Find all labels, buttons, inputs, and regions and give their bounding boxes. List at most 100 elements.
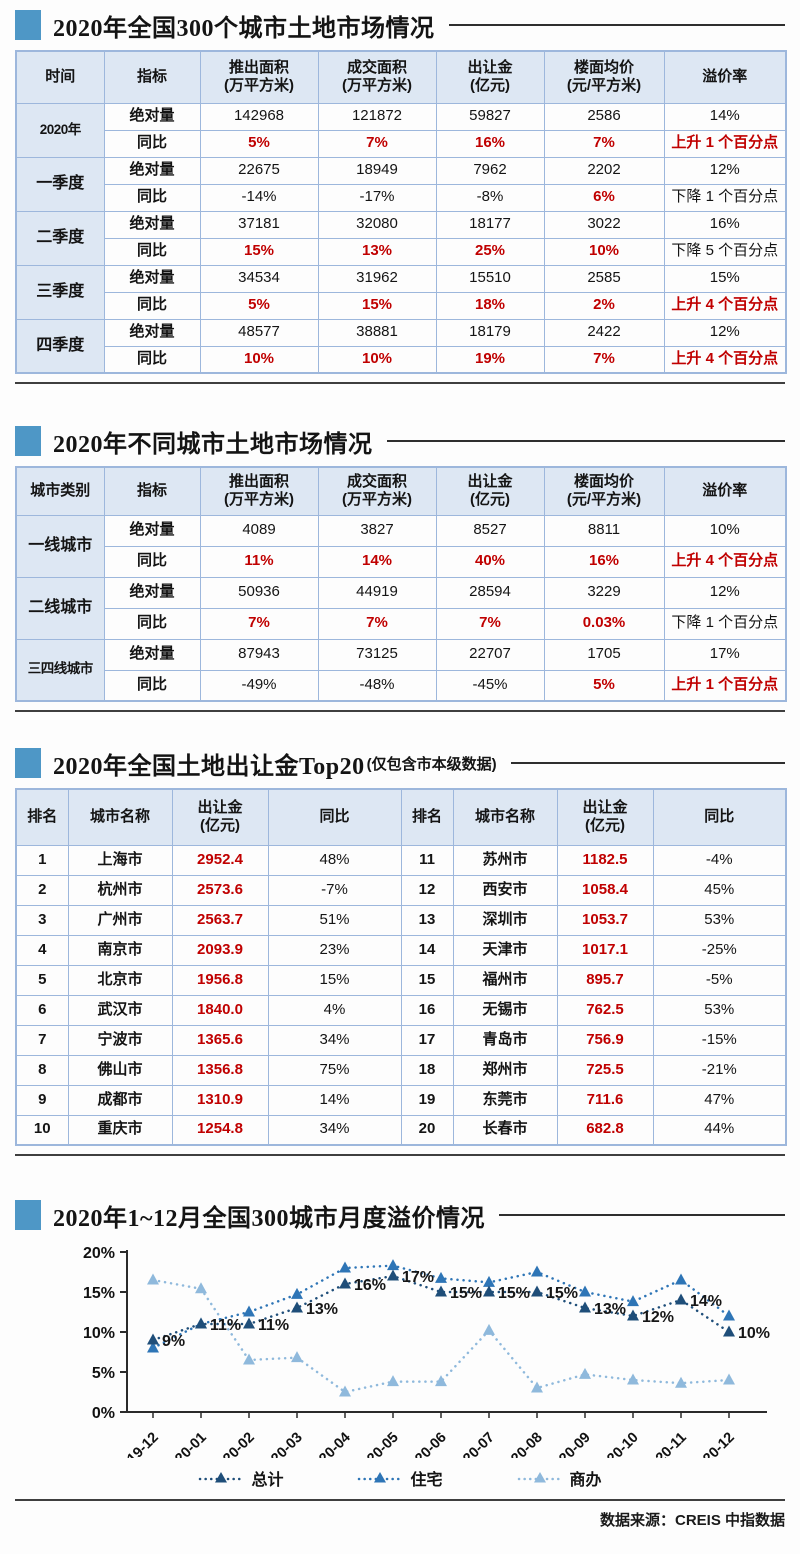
value-cell: 7962 — [435, 156, 545, 185]
yoy-cell: 0.03% — [543, 607, 665, 640]
title-rule — [510, 762, 785, 764]
yoy-cell: 34% — [267, 1114, 402, 1146]
rank-cell: 17 — [400, 1024, 454, 1056]
legend-triangle — [533, 1472, 546, 1483]
rank-cell: 5 — [15, 964, 69, 996]
city-name-cell: 天津市 — [452, 934, 558, 966]
land-fee-cell: 1956.8 — [171, 964, 269, 996]
legend-item: 总计 — [198, 1466, 283, 1490]
city-name-cell: 苏州市 — [452, 844, 558, 876]
table-row: 8 佛山市 1356.8 75% 18 郑州市 725.5 -21% — [15, 1054, 787, 1086]
yoy-cell: 10% — [199, 345, 319, 374]
data-point-marker — [435, 1271, 447, 1283]
table-row: 同比 5% 7% 16% 7% 上升 1 个百分点 — [16, 129, 787, 158]
value-cell: 2202 — [543, 156, 665, 185]
data-point-label: 11% — [258, 1317, 289, 1334]
value-cell: 2586 — [543, 102, 665, 131]
row-label: 绝对量 — [103, 576, 201, 609]
x-tick-label: 20-08 — [508, 1430, 546, 1458]
city-name-cell: 福州市 — [452, 964, 558, 996]
value-cell: 37181 — [199, 210, 319, 239]
section-chart-header: 2020年1~12月全国300城市月度溢价情况 — [15, 1198, 785, 1232]
table-row: 二线城市 绝对量 50936 44919 28594 3229 12% — [15, 576, 787, 640]
x-tick-label: 20-10 — [604, 1430, 642, 1458]
data-point-label: 12% — [642, 1309, 674, 1326]
yoy-cell: 上升 4 个百分点 — [663, 545, 787, 578]
data-point-marker — [483, 1285, 495, 1297]
city-name-cell: 成都市 — [67, 1084, 173, 1116]
yoy-cell: 16% — [543, 545, 665, 578]
table-row: 同比 15% 13% 25% 10% 下降 5 个百分点 — [16, 237, 787, 266]
top20-table: 排名 城市名称 出让金 (亿元) 同比 排名 城市名称 出让金 (亿元) 同比 1 上海市 2952.4… — [15, 788, 787, 1146]
yoy-cell: 4% — [267, 994, 402, 1026]
city-name-cell: 西安市 — [452, 874, 558, 906]
row-label: 绝对量 — [103, 102, 201, 131]
data-point-marker — [339, 1261, 351, 1273]
yoy-cell: 25% — [435, 237, 545, 266]
column-header: 时间 — [15, 50, 105, 104]
value-cell: 18949 — [317, 156, 437, 185]
yoy-cell: 40% — [435, 545, 545, 578]
column-header: 成交面积 (万平方米) — [317, 466, 437, 516]
value-cell: 4089 — [199, 514, 319, 547]
row-label: 绝对量 — [103, 514, 201, 547]
city-name-cell: 武汉市 — [67, 994, 173, 1026]
land-fee-cell: 2563.7 — [171, 904, 269, 936]
legend-triangle — [215, 1472, 228, 1483]
x-tick-label: 20-07 — [460, 1430, 498, 1458]
x-tick-label: 20-04 — [316, 1430, 354, 1458]
data-point-marker — [387, 1269, 399, 1281]
table-row: 二季度 绝对量 37181 32080 18177 3022 16% — [15, 210, 787, 266]
column-header: 城市名称 — [67, 788, 173, 846]
data-point-marker — [339, 1385, 351, 1397]
section-national-title: 2020年全国300个城市土地市场情况 — [53, 15, 435, 42]
rank-cell: 1 — [15, 844, 69, 876]
section-national: 2020年全国300个城市土地市场情况 时间 指标 推出面积 (万平方米) 成交面积 (万… — [15, 8, 787, 374]
land-fee-cell: 711.6 — [556, 1084, 654, 1116]
value-cell: 38881 — [317, 318, 437, 347]
column-header: 指标 — [103, 50, 201, 104]
city-name-cell: 佛山市 — [67, 1054, 173, 1086]
table-row: 一线城市 绝对量 4089 3827 8527 8811 10% — [15, 514, 787, 578]
value-cell: 18177 — [435, 210, 545, 239]
data-point-marker — [483, 1323, 495, 1335]
legend-item: 住宅 — [357, 1466, 443, 1490]
value-cell: 12% — [663, 318, 787, 347]
x-tick-label: 20-09 — [556, 1430, 594, 1458]
data-point-marker — [675, 1273, 687, 1285]
x-tick-label: 20-03 — [268, 1430, 306, 1458]
data-point-marker — [435, 1285, 447, 1297]
land-fee-cell: 682.8 — [556, 1114, 654, 1146]
rank-cell: 9 — [15, 1084, 69, 1116]
value-cell: 14% — [663, 102, 787, 131]
row-label: 同比 — [103, 669, 201, 702]
value-cell: 15510 — [435, 264, 545, 293]
yoy-cell: -45% — [435, 669, 545, 702]
section-top20-subtitle: (仅包含市本级数据) — [366, 755, 497, 773]
title-bullet-icon — [15, 748, 41, 778]
x-tick-label: 20-11 — [653, 1430, 690, 1458]
section-city-tier-title: 2020年不同城市土地市场情况 — [53, 431, 373, 458]
value-cell: 142968 — [199, 102, 319, 131]
data-point-marker — [387, 1259, 399, 1271]
yoy-cell: 15% — [267, 964, 402, 996]
table-row: 同比 -49% -48% -45% 5% 上升 1 个百分点 — [16, 669, 787, 702]
rank-cell: 20 — [400, 1114, 454, 1146]
y-tick-label: 20% — [83, 1245, 115, 1262]
land-fee-cell: 2952.4 — [171, 844, 269, 876]
yoy-cell: 23% — [267, 934, 402, 966]
header-row: 城市类别 指标 推出面积 (万平方米) 成交面积 (万平方米) 出让金 (亿元) 楼面均价 (元/… — [15, 466, 787, 516]
data-point-label: 13% — [306, 1301, 338, 1318]
data-point-marker — [579, 1367, 591, 1379]
header-row: 排名 城市名称 出让金 (亿元) 同比 排名 城市名称 出让金 (亿元) 同比 — [15, 788, 787, 846]
premium-line-chart: 0% 5% 10% 15% 20% 19-12 20-01 20-02 20-03 20-04 20… — [15, 1240, 785, 1491]
column-header: 溢价率 — [663, 466, 787, 516]
period-cell: 四季度 — [15, 318, 105, 374]
column-header: 成交面积 (万平方米) — [317, 50, 437, 104]
national-market-table: 时间 指标 推出面积 (万平方米) 成交面积 (万平方米) 出让金 (亿元) 楼面均价 (元/平方… — [15, 50, 787, 374]
land-fee-cell: 2573.6 — [171, 874, 269, 906]
value-cell: 31962 — [317, 264, 437, 293]
table-row: 4 南京市 2093.9 23% 14 天津市 1017.1 -25% — [15, 934, 787, 966]
period-cell: 三季度 — [15, 264, 105, 320]
yoy-cell: 34% — [267, 1024, 402, 1056]
